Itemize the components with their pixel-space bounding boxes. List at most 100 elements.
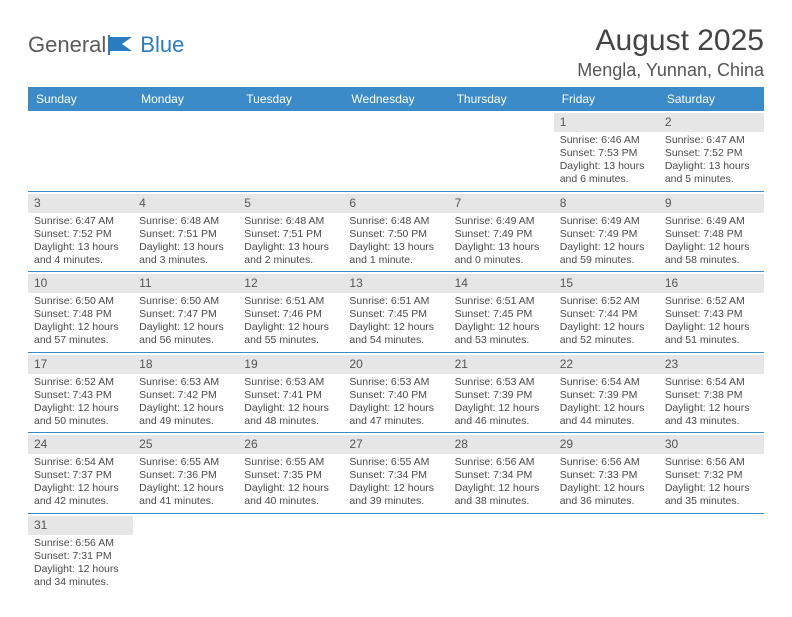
daylight-text: Daylight: 13 hours and 3 minutes. (139, 241, 232, 267)
day-number: 6 (343, 194, 448, 213)
day-cell: 16Sunrise: 6:52 AMSunset: 7:43 PMDayligh… (659, 272, 764, 352)
sunrise-text: Sunrise: 6:49 AM (665, 215, 758, 228)
sunset-text: Sunset: 7:49 PM (560, 228, 653, 241)
day-number: 1 (554, 113, 659, 132)
day-cell: 31Sunrise: 6:56 AMSunset: 7:31 PMDayligh… (28, 514, 133, 594)
sunrise-text: Sunrise: 6:56 AM (560, 456, 653, 469)
daylight-text: Daylight: 12 hours and 35 minutes. (665, 482, 758, 508)
sunrise-text: Sunrise: 6:55 AM (349, 456, 442, 469)
daylight-text: Daylight: 12 hours and 52 minutes. (560, 321, 653, 347)
sunset-text: Sunset: 7:42 PM (139, 389, 232, 402)
daylight-text: Daylight: 12 hours and 48 minutes. (244, 402, 337, 428)
day-number: 15 (554, 274, 659, 293)
day-cell: 20Sunrise: 6:53 AMSunset: 7:40 PMDayligh… (343, 353, 448, 433)
logo-text-general: General (28, 32, 106, 58)
sunrise-text: Sunrise: 6:52 AM (34, 376, 127, 389)
day-cell: 25Sunrise: 6:55 AMSunset: 7:36 PMDayligh… (133, 433, 238, 513)
day-number: 7 (449, 194, 554, 213)
day-number: 28 (449, 435, 554, 454)
sunset-text: Sunset: 7:51 PM (244, 228, 337, 241)
day-number: 5 (238, 194, 343, 213)
day-of-week-header: SundayMondayTuesdayWednesdayThursdayFrid… (28, 87, 764, 111)
day-number: 17 (28, 355, 133, 374)
day-cell (133, 514, 238, 594)
sunrise-text: Sunrise: 6:56 AM (455, 456, 548, 469)
dow-cell: Monday (133, 87, 238, 111)
day-cell: 26Sunrise: 6:55 AMSunset: 7:35 PMDayligh… (238, 433, 343, 513)
day-cell: 6Sunrise: 6:48 AMSunset: 7:50 PMDaylight… (343, 192, 448, 272)
day-number: 10 (28, 274, 133, 293)
day-cell: 30Sunrise: 6:56 AMSunset: 7:32 PMDayligh… (659, 433, 764, 513)
day-cell: 2 Sunrise: 6:47 AMSunset: 7:52 PMDaylight… (659, 111, 764, 191)
daylight-text: Daylight: 12 hours and 39 minutes. (349, 482, 442, 508)
daylight-text: Daylight: 12 hours and 55 minutes. (244, 321, 337, 347)
daylight-text: Daylight: 12 hours and 49 minutes. (139, 402, 232, 428)
day-cell: 17Sunrise: 6:52 AMSunset: 7:43 PMDayligh… (28, 353, 133, 433)
week-row: 31Sunrise: 6:56 AMSunset: 7:31 PMDayligh… (28, 514, 764, 594)
day-number: 21 (449, 355, 554, 374)
sunset-text: Sunset: 7:43 PM (34, 389, 127, 402)
sunrise-text: Sunrise: 6:50 AM (34, 295, 127, 308)
day-number: 14 (449, 274, 554, 293)
sunset-text: Sunset: 7:52 PM (665, 147, 758, 160)
sunset-text: Sunset: 7:48 PM (34, 308, 127, 321)
day-number: 25 (133, 435, 238, 454)
day-number: 30 (659, 435, 764, 454)
daylight-text: Daylight: 13 hours and 5 minutes. (665, 160, 758, 186)
daylight-text: Daylight: 12 hours and 44 minutes. (560, 402, 653, 428)
week-row: 10Sunrise: 6:50 AMSunset: 7:48 PMDayligh… (28, 272, 764, 353)
day-cell: 24Sunrise: 6:54 AMSunset: 7:37 PMDayligh… (28, 433, 133, 513)
sunrise-text: Sunrise: 6:52 AM (560, 295, 653, 308)
sunrise-text: Sunrise: 6:49 AM (560, 215, 653, 228)
sunrise-text: Sunrise: 6:56 AM (34, 537, 127, 550)
sunset-text: Sunset: 7:34 PM (455, 469, 548, 482)
day-number: 19 (238, 355, 343, 374)
dow-cell: Thursday (449, 87, 554, 111)
sunset-text: Sunset: 7:43 PM (665, 308, 758, 321)
sunrise-text: Sunrise: 6:55 AM (139, 456, 232, 469)
calendar-body: 1Sunrise: 6:46 AMSunset: 7:53 PMDaylight… (28, 111, 764, 593)
day-cell (238, 514, 343, 594)
daylight-text: Daylight: 12 hours and 46 minutes. (455, 402, 548, 428)
sunset-text: Sunset: 7:40 PM (349, 389, 442, 402)
day-cell: 11Sunrise: 6:50 AMSunset: 7:47 PMDayligh… (133, 272, 238, 352)
logo: General Blue (28, 32, 184, 58)
sunrise-text: Sunrise: 6:48 AM (244, 215, 337, 228)
day-number: 2 (659, 113, 764, 132)
day-number: 29 (554, 435, 659, 454)
dow-cell: Wednesday (343, 87, 448, 111)
sunrise-text: Sunrise: 6:50 AM (139, 295, 232, 308)
sunrise-text: Sunrise: 6:53 AM (244, 376, 337, 389)
daylight-text: Daylight: 12 hours and 36 minutes. (560, 482, 653, 508)
sunset-text: Sunset: 7:48 PM (665, 228, 758, 241)
day-number: 23 (659, 355, 764, 374)
sunset-text: Sunset: 7:47 PM (139, 308, 232, 321)
page-title: August 2025 (577, 24, 764, 58)
sunrise-text: Sunrise: 6:54 AM (560, 376, 653, 389)
day-cell: 5 Sunrise: 6:48 AMSunset: 7:51 PMDaylight… (238, 192, 343, 272)
location-label: Mengla, Yunnan, China (577, 60, 764, 81)
dow-cell: Sunday (28, 87, 133, 111)
day-number: 4 (133, 194, 238, 213)
sunset-text: Sunset: 7:53 PM (560, 147, 653, 160)
title-block: August 2025 Mengla, Yunnan, China (577, 24, 764, 81)
sunset-text: Sunset: 7:35 PM (244, 469, 337, 482)
daylight-text: Daylight: 13 hours and 2 minutes. (244, 241, 337, 267)
daylight-text: Daylight: 12 hours and 54 minutes. (349, 321, 442, 347)
daylight-text: Daylight: 13 hours and 6 minutes. (560, 160, 653, 186)
sunrise-text: Sunrise: 6:47 AM (665, 134, 758, 147)
logo-text-blue: Blue (140, 32, 184, 58)
day-cell: 28Sunrise: 6:56 AMSunset: 7:34 PMDayligh… (449, 433, 554, 513)
daylight-text: Daylight: 12 hours and 56 minutes. (139, 321, 232, 347)
day-number: 20 (343, 355, 448, 374)
week-row: 3Sunrise: 6:47 AMSunset: 7:52 PMDaylight… (28, 192, 764, 273)
day-number: 26 (238, 435, 343, 454)
day-cell: 27Sunrise: 6:55 AMSunset: 7:34 PMDayligh… (343, 433, 448, 513)
day-number: 24 (28, 435, 133, 454)
day-number: 9 (659, 194, 764, 213)
week-row: 1Sunrise: 6:46 AMSunset: 7:53 PMDaylight… (28, 111, 764, 192)
sunset-text: Sunset: 7:38 PM (665, 389, 758, 402)
daylight-text: Daylight: 12 hours and 41 minutes. (139, 482, 232, 508)
day-cell (449, 111, 554, 191)
day-cell: 12Sunrise: 6:51 AMSunset: 7:46 PMDayligh… (238, 272, 343, 352)
